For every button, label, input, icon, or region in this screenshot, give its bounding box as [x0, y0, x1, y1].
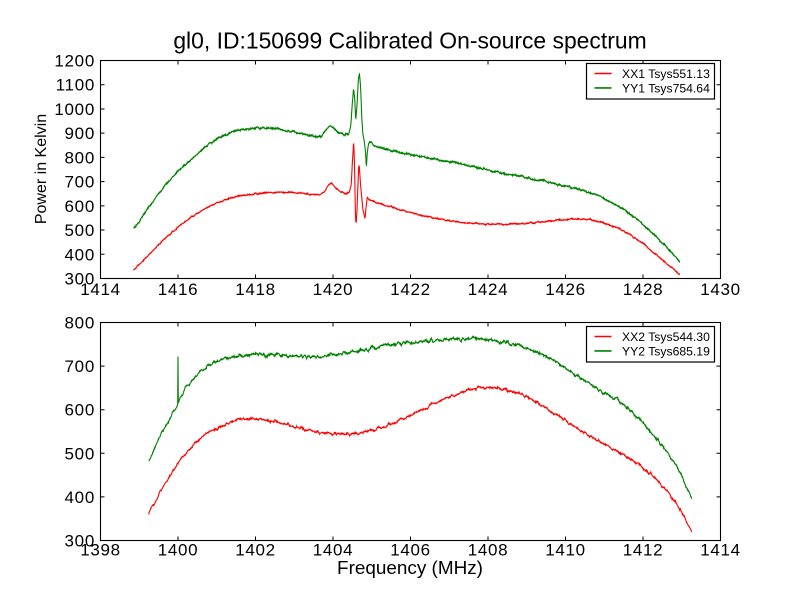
- svg-text:900: 900: [65, 124, 95, 143]
- svg-text:700: 700: [65, 357, 95, 376]
- svg-text:1100: 1100: [56, 76, 95, 95]
- svg-text:YY2 Tsys685.19: YY2 Tsys685.19: [622, 345, 710, 359]
- svg-text:XX1 Tsys551.13: XX1 Tsys551.13: [622, 67, 710, 81]
- svg-text:1000: 1000: [54, 100, 95, 119]
- svg-text:1406: 1406: [390, 541, 431, 560]
- svg-text:400: 400: [65, 488, 95, 507]
- svg-text:600: 600: [65, 197, 95, 216]
- svg-text:XX2 Tsys544.30: XX2 Tsys544.30: [622, 330, 710, 344]
- svg-text:1418: 1418: [235, 280, 276, 299]
- svg-text:700: 700: [65, 173, 95, 192]
- svg-text:1414: 1414: [80, 280, 121, 299]
- svg-text:500: 500: [65, 221, 95, 240]
- svg-text:600: 600: [65, 401, 95, 420]
- svg-text:Power in Kelvin: Power in Kelvin: [33, 114, 50, 224]
- svg-text:500: 500: [65, 444, 95, 463]
- svg-text:1408: 1408: [468, 541, 509, 560]
- svg-text:1400: 1400: [158, 541, 199, 560]
- svg-text:800: 800: [65, 148, 95, 167]
- svg-text:1426: 1426: [545, 280, 586, 299]
- svg-text:gl0, ID:150699 Calibrated On-s: gl0, ID:150699 Calibrated On-source spec…: [173, 28, 646, 54]
- svg-text:1414: 1414: [700, 541, 741, 560]
- svg-text:1402: 1402: [235, 541, 276, 560]
- svg-text:YY1 Tsys754.64: YY1 Tsys754.64: [622, 82, 710, 96]
- svg-text:400: 400: [65, 245, 95, 264]
- svg-text:300: 300: [65, 532, 95, 551]
- svg-text:1410: 1410: [545, 541, 586, 560]
- svg-text:800: 800: [65, 314, 95, 333]
- svg-text:1424: 1424: [468, 280, 509, 299]
- svg-text:1200: 1200: [54, 52, 95, 71]
- svg-text:1428: 1428: [623, 280, 664, 299]
- svg-text:300: 300: [65, 270, 95, 289]
- svg-text:1430: 1430: [700, 280, 741, 299]
- svg-text:Frequency (MHz): Frequency (MHz): [337, 558, 483, 579]
- svg-text:1422: 1422: [390, 280, 431, 299]
- svg-text:1404: 1404: [313, 541, 354, 560]
- svg-text:1398: 1398: [80, 541, 121, 560]
- svg-text:1416: 1416: [158, 280, 199, 299]
- svg-text:1420: 1420: [313, 280, 354, 299]
- svg-text:1412: 1412: [623, 541, 664, 560]
